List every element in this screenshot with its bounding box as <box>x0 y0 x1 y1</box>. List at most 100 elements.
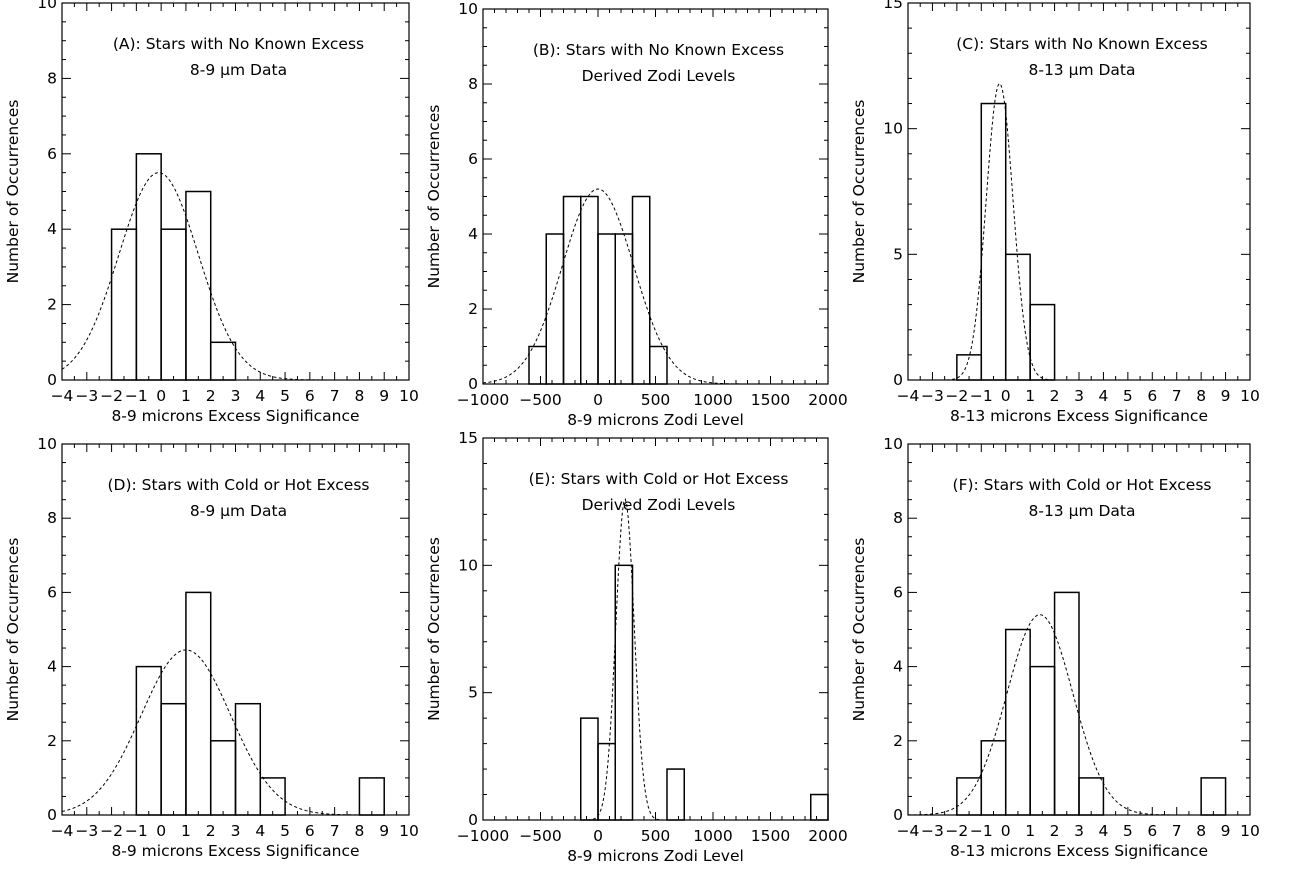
x-tick-label: 4 <box>255 387 265 405</box>
x-tick-label: −2 <box>945 822 968 840</box>
panel-subtitle: Derived Zodi Levels <box>582 67 736 85</box>
x-tick-label: 7 <box>330 387 340 405</box>
y-tick-label: 0 <box>893 806 903 824</box>
histogram-bar <box>185 591 212 816</box>
x-tick-label: 2 <box>1050 387 1060 405</box>
histogram-bar <box>135 153 162 381</box>
y-tick-label: 6 <box>468 150 478 168</box>
panel-title: (A): Stars with No Known Excess <box>113 35 364 53</box>
y-tick-label: 0 <box>47 371 57 389</box>
x-tick-label: 2 <box>1050 822 1060 840</box>
x-tick-label: −1 <box>125 822 148 840</box>
panel-subtitle: Derived Zodi Levels <box>582 496 736 514</box>
y-axis-label: Number of Occurrences <box>850 538 868 722</box>
gaussian-fit-curve <box>482 188 828 385</box>
x-tick-label: 6 <box>1147 822 1157 840</box>
x-tick-label: 1 <box>1025 822 1035 840</box>
y-tick-label: 10 <box>37 0 57 12</box>
x-axis-label: 8-9 microns Excess Significance <box>111 842 359 860</box>
x-tick-label: 5 <box>280 822 290 840</box>
x-tick-label: 6 <box>305 822 315 840</box>
panel-title: (D): Stars with Cold or Hot Excess <box>108 476 370 494</box>
gaussian-fit-curve <box>61 172 409 381</box>
gaussian-fit-curve <box>483 498 828 821</box>
histogram-bar <box>528 345 547 385</box>
x-tick-label: −1 <box>970 822 993 840</box>
x-tick-label: 8 <box>1196 822 1206 840</box>
x-tick-label: 9 <box>379 822 389 840</box>
x-tick-label: −2 <box>100 822 123 840</box>
x-tick-label: −2 <box>100 387 123 405</box>
y-tick-label: 8 <box>47 69 57 87</box>
histogram-bar <box>358 777 385 816</box>
x-tick-label: −3 <box>75 822 98 840</box>
gaussian-fit-curve <box>908 82 1250 381</box>
x-tick-label: 0 <box>1001 822 1011 840</box>
panel-title: (F): Stars with Cold or Hot Excess <box>953 476 1212 494</box>
x-tick-label: 6 <box>305 387 315 405</box>
x-tick-label: 9 <box>1221 387 1231 405</box>
x-tick-label: 1 <box>181 822 191 840</box>
x-tick-label: −3 <box>921 822 944 840</box>
y-tick-label: 4 <box>893 658 903 676</box>
histogram-bar <box>1078 777 1105 816</box>
histogram-bar <box>980 102 1007 381</box>
x-tick-label: 1 <box>1025 387 1035 405</box>
histogram-bar <box>160 702 187 816</box>
y-axis-label: Number of Occurrences <box>425 105 443 289</box>
histogram-bar <box>1200 777 1227 816</box>
x-tick-label: 9 <box>1221 822 1231 840</box>
histogram-bar <box>649 345 668 385</box>
y-tick-label: 8 <box>893 509 903 527</box>
x-tick-label: 5 <box>1123 822 1133 840</box>
y-tick-label: 8 <box>468 75 478 93</box>
x-tick-label: 2 <box>206 822 216 840</box>
y-tick-label: 2 <box>47 732 57 750</box>
x-axis-label: 8-9 microns Zodi Level <box>567 411 744 429</box>
x-tick-label: 10 <box>399 822 419 840</box>
x-tick-label: −3 <box>921 387 944 405</box>
x-tick-label: 3 <box>231 822 241 840</box>
y-tick-label: 6 <box>47 583 57 601</box>
histogram-bar <box>614 233 634 385</box>
x-tick-label: 4 <box>255 822 265 840</box>
y-axis-label: Number of Occurrences <box>4 100 22 284</box>
x-tick-label: −4 <box>897 387 920 405</box>
x-tick-label: 7 <box>1172 387 1182 405</box>
x-tick-label: 1 <box>181 387 191 405</box>
x-tick-label: −3 <box>75 387 98 405</box>
x-tick-label: 6 <box>1147 387 1157 405</box>
panel-subtitle: 8-9 μm Data <box>190 502 287 520</box>
panel-subtitle: 8-13 μm Data <box>1028 502 1135 520</box>
x-tick-label: 0 <box>156 387 166 405</box>
gaussian-fit-curve <box>907 614 1250 816</box>
x-tick-label: 3 <box>1074 387 1084 405</box>
y-axis-label: Number of Occurrences <box>850 100 868 284</box>
y-tick-label: 0 <box>468 375 478 393</box>
x-tick-label: −2 <box>945 387 968 405</box>
y-tick-label: 8 <box>47 509 57 527</box>
histogram-bar <box>110 228 138 381</box>
panel-subtitle: 8-13 μm Data <box>1028 61 1135 79</box>
histogram-bar <box>562 195 582 385</box>
y-tick-label: 15 <box>883 0 903 12</box>
histogram-bar <box>580 717 599 821</box>
plot-frame <box>482 8 829 385</box>
histogram-bar <box>209 740 237 816</box>
x-tick-label: −4 <box>51 822 74 840</box>
x-tick-label: 7 <box>1172 822 1182 840</box>
x-tick-label: −500 <box>519 391 562 409</box>
y-tick-label: 2 <box>468 300 478 318</box>
y-tick-label: 4 <box>47 220 57 238</box>
panel-b: −1000 −500 0 500 1000 1500 2000 0 2 4 6 8 10 (B): Sta… <box>425 0 848 429</box>
y-tick-label: 15 <box>458 429 478 447</box>
x-axis-label: 8-9 microns Excess Significance <box>111 407 359 425</box>
y-tick-label: 4 <box>47 658 57 676</box>
x-tick-label: 8 <box>354 822 364 840</box>
y-tick-label: 2 <box>47 296 57 314</box>
y-tick-label: 5 <box>468 684 478 702</box>
